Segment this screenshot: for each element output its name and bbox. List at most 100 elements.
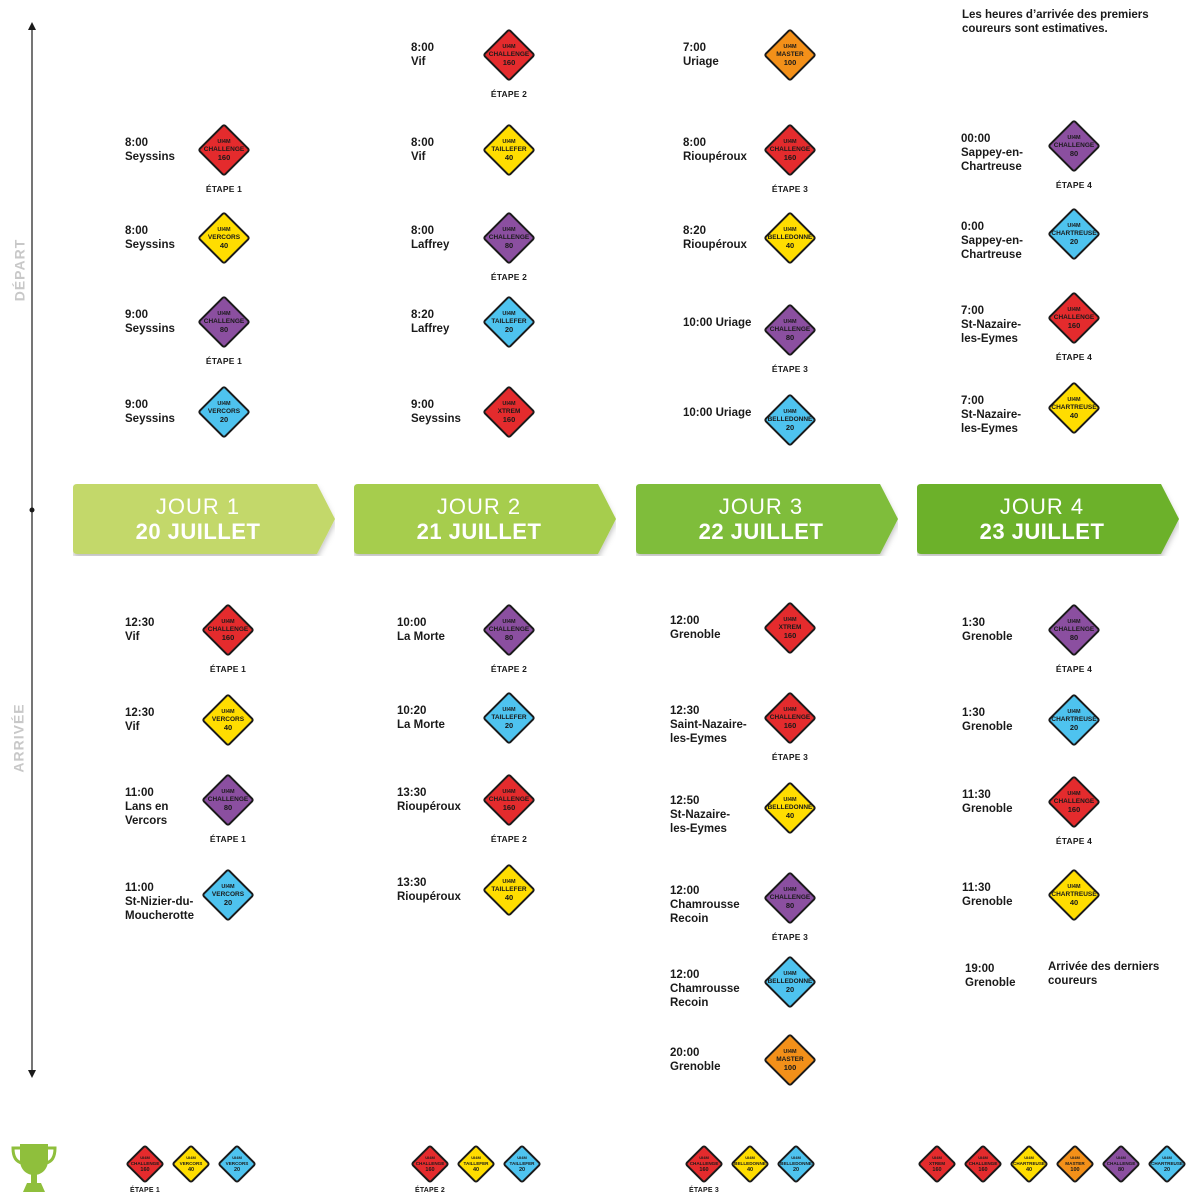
badge-text: 160 — [699, 1167, 709, 1173]
entry-place: Sappey-en- — [961, 147, 1023, 159]
race-badge: UI4M CHALLENGE 80 — [763, 303, 817, 357]
badge-text: XTREM — [497, 408, 521, 415]
race-badge: UI4M CHALLENGE 80 — [482, 211, 536, 265]
badge-label: UI4M MASTER 100 — [1055, 1144, 1095, 1184]
race-badge: UI4M CHARTREUSE 40 — [1047, 381, 1101, 435]
badge-text: TAILLEFER — [491, 886, 527, 893]
etape-label: ÉTAPE 4 — [1055, 352, 1093, 362]
badge-text: TAILLEFER — [491, 146, 527, 153]
entry-place: Seyssins — [411, 413, 461, 425]
badge-label: UI4M CHALLENGE 80 — [1047, 603, 1101, 657]
race-badge: UI4M XTREM 160 — [917, 1144, 957, 1184]
badge-text: UI4M — [745, 1155, 755, 1160]
entry-place: Seyssins — [125, 413, 175, 425]
race-badge: UI4M CHARTREUSE 40 — [1009, 1144, 1049, 1184]
badge-label: UI4M CHALLENGE 160 — [763, 691, 817, 745]
etape-label: ÉTAPE 2 — [490, 89, 528, 99]
badge-text: UI4M — [186, 1155, 196, 1160]
entry-place-line2: Recoin — [670, 997, 709, 1009]
badge-text: CHALLENGE — [203, 318, 245, 325]
etape-label: ÉTAPE 1 — [205, 184, 243, 194]
badge-text: UI4M — [221, 619, 235, 625]
badge-text: 80 — [1069, 149, 1079, 158]
badge-text: UI4M — [1067, 307, 1081, 313]
last-arrival-text-line2: coureurs — [1048, 975, 1098, 987]
badge-text: UI4M — [783, 227, 797, 233]
badge-text: UI4M — [502, 44, 516, 50]
badge-text: UI4M — [502, 879, 516, 885]
etape-label: ÉTAPE 2 — [490, 664, 528, 674]
badge-label: UI4M CHALLENGE 160 — [1047, 775, 1101, 829]
badge-label: UI4M XTREM 160 — [763, 601, 817, 655]
etape-label: ÉTAPE 3 — [771, 364, 809, 374]
race-badge: UI4M CHALLENGE 80 — [763, 871, 817, 925]
badge-text: 20 — [1069, 723, 1079, 732]
badge-text: UI4M — [783, 617, 797, 623]
badge-text: TAILLEFER — [463, 1161, 489, 1166]
day-banner: JOUR 3 22 JUILLET — [636, 484, 898, 554]
badge-text: CHALLENGE — [207, 796, 249, 803]
badge-text: VERCORS — [207, 234, 241, 241]
badge-text: TAILLEFER — [491, 714, 527, 721]
day-label: JOUR 2 — [436, 494, 522, 519]
entry-place: Grenoble — [962, 803, 1013, 815]
entry-place: St-Nazaire- — [961, 319, 1022, 331]
badge-label: UI4M CHALLENGE 80 — [763, 303, 817, 357]
badge-text: UI4M — [217, 401, 231, 407]
badge-label: UI4M MASTER 100 — [763, 28, 817, 82]
badge-text: BELLEDONNE — [780, 1161, 812, 1166]
entry-place: La Morte — [397, 631, 445, 643]
badge-text: 20 — [1069, 237, 1079, 246]
finisher-etape-label: ÉTAPE 1 — [129, 1187, 161, 1194]
race-badge: UI4M CHALLENGE 160 — [482, 28, 536, 82]
entry-time: 9:00 — [125, 309, 149, 321]
etape-label: ÉTAPE 2 — [490, 834, 528, 844]
etape-label: ÉTAPE 3 — [771, 184, 809, 194]
race-badge: UI4M XTREM 160 — [482, 385, 536, 439]
badge-text: 160 — [217, 153, 231, 162]
badge-label: UI4M CHALLENGE 160 — [482, 28, 536, 82]
badge-label: UI4M CHALLENGE 80 — [482, 603, 536, 657]
race-badge: UI4M VERCORS 20 — [217, 1144, 257, 1184]
badge-label: UI4M CHALLENGE 80 — [482, 211, 536, 265]
entry-place: Grenoble — [962, 721, 1013, 733]
badge-label: UI4M CHALLENGE 160 — [197, 123, 251, 177]
badge-label: UI4M TAILLEFER 20 — [482, 295, 536, 349]
badge-text: UI4M — [783, 797, 797, 803]
badge-text: CHALLENGE — [488, 796, 530, 803]
race-badge: UI4M CHALLENGE 160 — [201, 603, 255, 657]
badge-text: 160 — [783, 721, 797, 730]
entry-time: 12:00 — [670, 885, 700, 897]
badge-text: UI4M — [783, 887, 797, 893]
race-badge: UI4M BELLEDONNE 40 — [763, 781, 817, 835]
race-badge: UI4M BELLEDONNE 20 — [763, 393, 817, 447]
badge-text: 160 — [502, 803, 516, 812]
entry-time: 10:00 Uriage — [683, 317, 752, 329]
badge-text: 160 — [221, 633, 235, 642]
entry-time: 1:30 — [962, 617, 986, 629]
race-badge: UI4M BELLEDONNE 20 — [763, 955, 817, 1009]
badge-text: 40 — [504, 893, 514, 902]
badge-text: 40 — [219, 241, 229, 250]
etape-label: ÉTAPE 1 — [205, 356, 243, 366]
race-badge: UI4M CHALLENGE 160 — [1047, 291, 1101, 345]
etape-label: ÉTAPE 4 — [1055, 180, 1093, 190]
badge-text: UI4M — [517, 1155, 527, 1160]
badge-text: VERCORS — [225, 1161, 249, 1166]
badge-text: CHALLENGE — [1053, 314, 1095, 321]
badge-text: UI4M — [502, 707, 516, 713]
badge-text: 160 — [978, 1167, 988, 1173]
race-badge: UI4M CHALLENGE 80 — [197, 295, 251, 349]
race-badge: UI4M BELLEDONNE 40 — [763, 211, 817, 265]
badge-text: UI4M — [502, 139, 516, 145]
entry-place-line2: les-Eymes — [670, 733, 727, 745]
entry-time: 11:00 — [125, 787, 154, 799]
day-banner: JOUR 2 21 JUILLET — [354, 484, 616, 554]
badge-text: 80 — [1117, 1167, 1125, 1173]
entry-place: Vif — [411, 151, 426, 163]
badge-label: UI4M CHALLENGE 160 — [1047, 291, 1101, 345]
day-label: JOUR 3 — [718, 494, 804, 519]
badge-text: UI4M — [783, 1049, 797, 1055]
race-badge: UI4M CHALLENGE 160 — [482, 773, 536, 827]
race-badge: UI4M XTREM 160 — [763, 601, 817, 655]
